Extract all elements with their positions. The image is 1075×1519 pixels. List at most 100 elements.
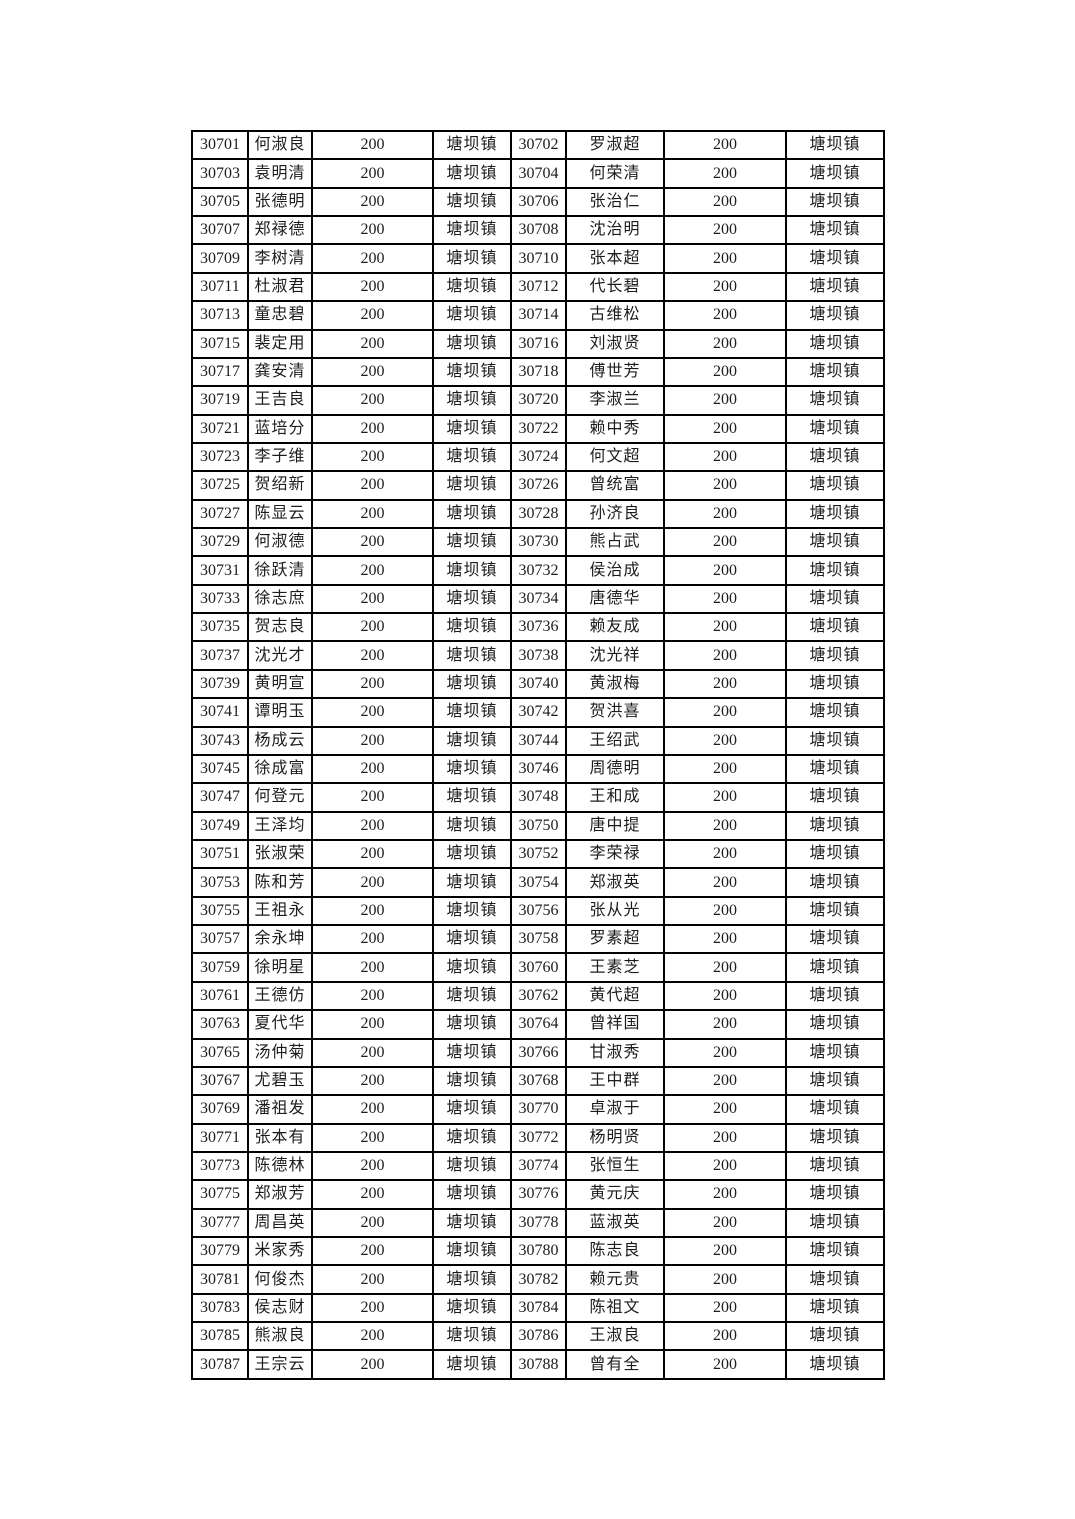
entry-id-cell: 30703 [191,158,249,189]
entry-id-cell: 30753 [191,867,249,898]
town-cell: 塘坝镇 [785,527,885,558]
amount-cell: 200 [311,1292,434,1324]
person-name-cell: 王淑良 [565,1321,665,1352]
entry-id-cell: 30711 [191,271,249,303]
table-row: 30709 李树清 200 塘坝镇 30710 张本超 200 塘坝镇 [191,243,885,274]
town-cell: 塘坝镇 [785,1292,885,1324]
amount-cell: 200 [311,1236,434,1267]
table-row: 30777 周昌英 200 塘坝镇 30778 蓝淑英 200 塘坝镇 [191,1207,885,1239]
entry-id-cell: 30770 [510,1094,567,1125]
person-name-cell: 童忠碧 [247,300,313,331]
entry-id-cell: 30720 [510,385,567,416]
person-name-cell: 王中群 [565,1065,665,1097]
town-cell: 塘坝镇 [785,186,885,218]
person-name-cell: 余永坤 [247,924,313,955]
town-cell: 塘坝镇 [785,158,885,189]
person-name-cell: 陈志良 [565,1236,665,1267]
town-cell: 塘坝镇 [785,1150,885,1182]
table-row: 30765 汤仲菊 200 塘坝镇 30766 甘淑秀 200 塘坝镇 [191,1037,885,1068]
table-row: 30783 侯志财 200 塘坝镇 30784 陈祖文 200 塘坝镇 [191,1292,885,1324]
entry-id-cell: 30714 [510,300,567,331]
entry-id-cell: 30751 [191,838,249,870]
person-name-cell: 王绍武 [565,725,665,756]
entry-id-cell: 30730 [510,527,567,558]
person-name-cell: 沈治明 [565,215,665,246]
entry-id-cell: 30735 [191,612,249,643]
entry-id-cell: 30712 [510,271,567,303]
amount-cell: 200 [663,271,787,303]
amount-cell: 200 [663,810,787,841]
entry-id-cell: 30788 [510,1349,567,1380]
town-cell: 塘坝镇 [432,441,512,473]
person-name-cell: 李树清 [247,243,313,274]
town-cell: 塘坝镇 [785,867,885,898]
entry-id-cell: 30767 [191,1065,249,1097]
entry-id-cell: 30731 [191,555,249,586]
town-cell: 塘坝镇 [432,1321,512,1352]
town-cell: 塘坝镇 [432,1292,512,1324]
amount-cell: 200 [311,612,434,643]
amount-cell: 200 [311,328,434,359]
table-row: 30715 裴定用 200 塘坝镇 30716 刘淑贤 200 塘坝镇 [191,328,885,359]
table-row: 30711 杜淑君 200 塘坝镇 30712 代长碧 200 塘坝镇 [191,271,885,303]
person-name-cell: 张本超 [565,243,665,274]
town-cell: 塘坝镇 [432,640,512,671]
town-cell: 塘坝镇 [432,1236,512,1267]
entry-id-cell: 30756 [510,895,567,927]
table-row: 30753 陈和芳 200 塘坝镇 30754 郑淑英 200 塘坝镇 [191,867,885,898]
town-cell: 塘坝镇 [432,243,512,274]
town-cell: 塘坝镇 [785,697,885,728]
entry-id-cell: 30726 [510,470,567,501]
town-cell: 塘坝镇 [432,1037,512,1068]
town-cell: 塘坝镇 [432,725,512,756]
entry-id-cell: 30783 [191,1292,249,1324]
amount-cell: 200 [663,782,787,813]
entry-id-cell: 30709 [191,243,249,274]
person-name-cell: 黄明宣 [247,668,313,700]
amount-cell: 200 [311,952,434,983]
person-name-cell: 尤碧玉 [247,1065,313,1097]
table-row: 30729 何淑德 200 塘坝镇 30730 熊占武 200 塘坝镇 [191,527,885,558]
entry-id-cell: 30773 [191,1150,249,1182]
amount-cell: 200 [311,441,434,473]
amount-cell: 200 [311,1264,434,1295]
person-name-cell: 唐中提 [565,810,665,841]
table-row: 30767 尤碧玉 200 塘坝镇 30768 王中群 200 塘坝镇 [191,1065,885,1097]
town-cell: 塘坝镇 [432,186,512,218]
amount-cell: 200 [663,1122,787,1153]
entry-id-cell: 30748 [510,782,567,813]
amount-cell: 200 [663,725,787,756]
amount-cell: 200 [663,1150,787,1182]
table-row: 30719 王吉良 200 塘坝镇 30720 李淑兰 200 塘坝镇 [191,385,885,416]
person-name-cell: 王吉良 [247,385,313,416]
person-name-cell: 汤仲菊 [247,1037,313,1068]
person-name-cell: 张从光 [565,895,665,927]
town-cell: 塘坝镇 [432,527,512,558]
amount-cell: 200 [311,725,434,756]
amount-cell: 200 [311,668,434,700]
town-cell: 塘坝镇 [432,668,512,700]
town-cell: 塘坝镇 [785,924,885,955]
person-name-cell: 刘淑贤 [565,328,665,359]
person-name-cell: 潘祖发 [247,1094,313,1125]
amount-cell: 200 [311,1179,434,1210]
amount-cell: 200 [311,385,434,416]
table-row: 30787 王宗云 200 塘坝镇 30788 曾有全 200 塘坝镇 [191,1349,885,1380]
town-cell: 塘坝镇 [785,1122,885,1153]
town-cell: 塘坝镇 [785,1094,885,1125]
entry-id-cell: 30729 [191,527,249,558]
entry-id-cell: 30734 [510,583,567,615]
town-cell: 塘坝镇 [785,328,885,359]
town-cell: 塘坝镇 [432,952,512,983]
entry-id-cell: 30738 [510,640,567,671]
entry-id-cell: 30768 [510,1065,567,1097]
person-name-cell: 张淑荣 [247,838,313,870]
town-cell: 塘坝镇 [432,1009,512,1040]
person-name-cell: 沈光才 [247,640,313,671]
entry-id-cell: 30733 [191,583,249,615]
amount-cell: 200 [311,527,434,558]
entry-id-cell: 30775 [191,1179,249,1210]
town-cell: 塘坝镇 [432,328,512,359]
town-cell: 塘坝镇 [432,810,512,841]
